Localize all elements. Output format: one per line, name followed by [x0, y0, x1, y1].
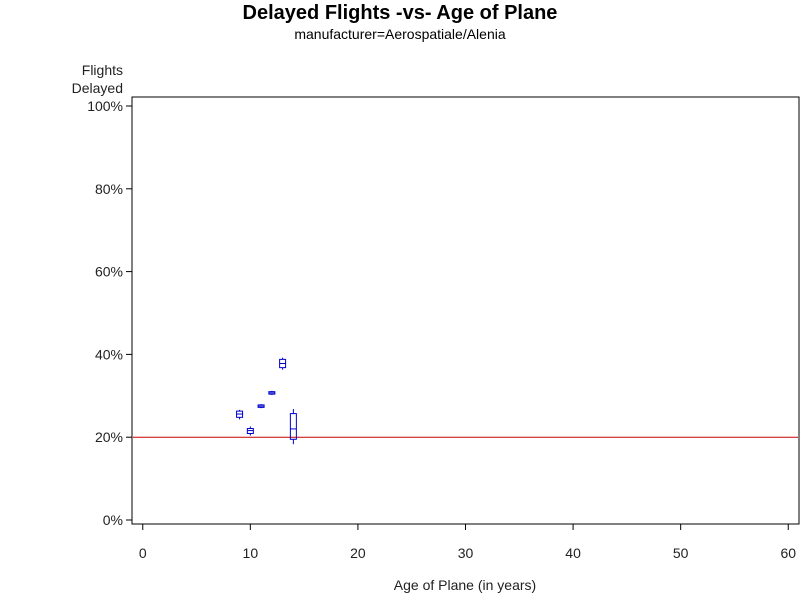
x-tick-label: 0 — [139, 545, 147, 561]
y-axis: 0% 20% 40% 60% 80% 100% — [87, 98, 132, 528]
box-plot — [289, 409, 297, 445]
box-plot — [246, 426, 254, 436]
x-axis: 0 10 20 30 40 50 60 — [139, 524, 796, 561]
y-axis-label-line2: Delayed — [72, 80, 123, 96]
y-tick-label: 80% — [95, 181, 123, 197]
box-body — [289, 413, 297, 440]
y-tick-label: 60% — [95, 264, 123, 280]
box-plot — [279, 357, 287, 370]
x-axis-label: Age of Plane (in years) — [394, 577, 536, 593]
y-tick-label: 0% — [103, 512, 123, 528]
box-plot — [257, 404, 265, 409]
x-tick-label: 20 — [350, 545, 366, 561]
chart-title: Delayed Flights -vs- Age of Plane — [242, 2, 558, 24]
y-tick-label: 20% — [95, 429, 123, 445]
plot-frame — [131, 96, 800, 525]
box-plot — [236, 409, 244, 420]
y-axis-label-line1: Flights — [82, 62, 123, 78]
box-plot — [268, 390, 276, 395]
chart-subtitle: manufacturer=Aerospatiale/Alenia — [294, 26, 506, 42]
x-tick-label: 60 — [780, 545, 796, 561]
x-tick-label: 40 — [565, 545, 581, 561]
x-tick-label: 30 — [458, 545, 474, 561]
y-tick-label: 100% — [87, 98, 123, 114]
x-tick-label: 50 — [673, 545, 689, 561]
box-series — [236, 357, 297, 445]
y-tick-label: 40% — [95, 346, 123, 362]
x-tick-label: 10 — [243, 545, 259, 561]
